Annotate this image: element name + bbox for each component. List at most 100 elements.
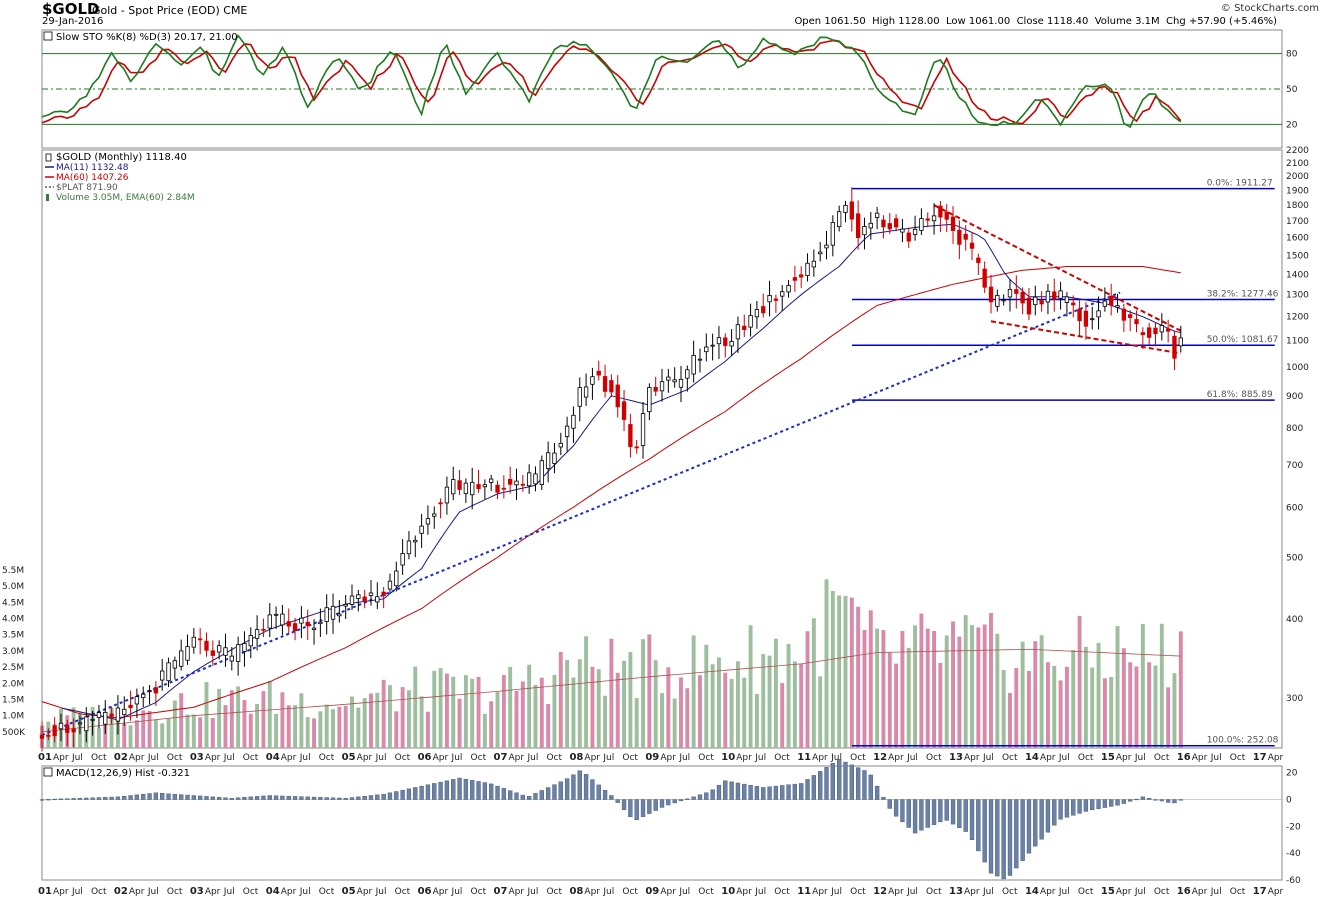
candle-body <box>400 553 405 566</box>
volume-bar <box>103 721 108 748</box>
volume-bar <box>128 725 133 748</box>
candle-body <box>489 478 494 483</box>
price-axis-month-label: Apr <box>281 753 297 763</box>
candle-body <box>577 387 582 407</box>
candle-body <box>508 478 513 485</box>
macd-axis-month-label: Apr <box>812 887 828 897</box>
price-axis-month-label: Apr <box>1192 753 1208 763</box>
price-axis-year-label: 14 <box>1025 752 1039 763</box>
volume-bar <box>444 673 449 748</box>
volume-bar <box>388 685 392 748</box>
macd-hist-bar <box>735 782 741 800</box>
candle-body <box>855 213 861 239</box>
volume-bar <box>337 706 342 748</box>
candle-body <box>862 226 867 236</box>
volume-bar <box>1140 623 1145 748</box>
candle-body <box>881 219 886 228</box>
ma11-line <box>60 223 1181 721</box>
candle-body <box>286 621 291 627</box>
candle-body <box>995 295 1000 307</box>
candle-body <box>1014 289 1019 294</box>
macd-hist-bar <box>659 799 665 808</box>
volume-bar <box>906 647 911 748</box>
price-tick-label: 600 <box>1286 503 1303 513</box>
candle-body <box>470 481 475 496</box>
price-axis-month-label: Apr <box>584 753 600 763</box>
price-axis-month-label: Apr <box>433 753 449 763</box>
candle-body <box>571 414 576 429</box>
volume-bar <box>691 635 696 748</box>
price-axis-year-label: 17 <box>1253 752 1267 763</box>
candle-body <box>533 473 538 485</box>
candle-body <box>615 384 620 408</box>
stockcharts-logo: © StockCharts.com <box>1220 3 1319 14</box>
macd-hist-bar <box>678 799 684 802</box>
macd-axis-month-label: Jul <box>1134 887 1146 897</box>
macd-axis-month-label: Jul <box>223 887 235 897</box>
macd-hist-bar <box>628 799 633 817</box>
candle-body <box>811 260 817 268</box>
price-axis-year-label: 10 <box>721 752 735 763</box>
price-axis-year-label: 12 <box>873 752 887 763</box>
macd-hist-bar <box>843 761 848 800</box>
price-axis-year-label: 03 <box>190 752 204 763</box>
macd-hist-bar <box>514 792 519 800</box>
macd-hist-bar <box>356 796 361 800</box>
macd-hist-bar <box>286 795 291 800</box>
volume-bar <box>704 644 709 748</box>
macd-axis-year-label: 04 <box>266 886 280 897</box>
macd-hist-bar <box>343 797 348 800</box>
candle-body <box>185 646 190 661</box>
macd-hist-bar <box>564 778 570 800</box>
macd-hist-bar <box>1001 799 1006 880</box>
macd-hist-bar <box>969 799 975 840</box>
candle-body <box>204 640 209 651</box>
volume-tick-label: 3.5M <box>2 631 24 641</box>
price-axis-year-label: 04 <box>266 752 280 763</box>
candle-body <box>1172 335 1177 359</box>
candle-body <box>476 484 481 490</box>
price-axis-month-label: Apr <box>888 753 904 763</box>
date-label: 29-Jan-2016 <box>42 16 104 27</box>
macd-axis-month-label: Jul <box>526 887 538 897</box>
volume-bar <box>248 713 253 748</box>
volume-bar <box>1134 666 1139 748</box>
volume-bar <box>881 630 886 748</box>
volume-bar <box>742 677 747 748</box>
macd-hist-bar <box>1147 798 1152 800</box>
candle-body <box>1052 291 1057 300</box>
volume-bar <box>647 634 652 748</box>
macd-hist-bar <box>900 799 905 823</box>
macd-axis-month-label: Apr <box>1116 887 1132 897</box>
volume-tick-label: 4.0M <box>2 615 24 625</box>
macd-axis-month-label: Apr <box>888 887 904 897</box>
volume-bar <box>191 714 196 748</box>
macd-hist-bar <box>710 789 715 800</box>
symbol-label: $GOLD <box>42 0 100 18</box>
macd-hist-bar <box>742 783 747 800</box>
volume-bar <box>223 705 228 748</box>
candle-body <box>362 596 367 602</box>
volume-bar <box>400 687 405 748</box>
macd-hist-bar <box>185 794 190 800</box>
volume-bar <box>457 698 462 748</box>
macd-hist-bar <box>495 785 500 800</box>
macd-hist-bar <box>1090 799 1095 811</box>
price-tick-label: 1000 <box>1286 363 1309 373</box>
candle-body <box>318 621 323 625</box>
volume-bar <box>824 579 829 748</box>
volume-bar <box>1001 670 1006 748</box>
candle-body <box>1178 337 1183 347</box>
candle-body <box>931 215 937 222</box>
exchange-label: CME <box>223 4 248 17</box>
candle-body <box>963 233 968 240</box>
macd-hist-bar <box>849 764 854 800</box>
macd-axis-month-label: Oct <box>926 887 942 897</box>
macd-hist-bar <box>58 798 64 800</box>
candle-body <box>451 479 456 495</box>
candle-body <box>1058 290 1063 299</box>
sto-tick-label: 80 <box>1286 50 1298 60</box>
macd-axis-month-label: Apr <box>281 887 297 897</box>
candle-body <box>311 627 317 630</box>
macd-axis-month-label: Oct <box>774 887 790 897</box>
